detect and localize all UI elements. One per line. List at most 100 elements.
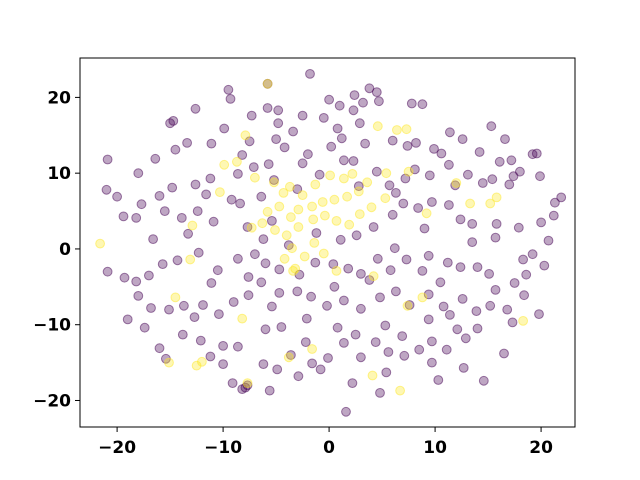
scatter-point-class-1 [286, 212, 296, 223]
scatter-point-class-1 [317, 197, 328, 207]
scatter-point-class-0 [457, 134, 468, 145]
scatter-point-class-0 [356, 303, 366, 314]
scatter-point-class-1 [518, 316, 528, 326]
scatter-point-class-1 [270, 225, 280, 235]
scatter-point-class-0 [112, 191, 122, 202]
scatter-point-class-1 [262, 78, 273, 89]
scatter-point-class-0 [494, 156, 505, 167]
scatter-point-class-0 [218, 359, 229, 370]
scatter-point-class-0 [322, 300, 332, 311]
scatter-point-class-1 [368, 271, 379, 282]
scatter-point-class-0 [159, 206, 170, 217]
scatter-point-class-0 [371, 166, 382, 177]
scatter-point-class-0 [499, 348, 509, 359]
scatter-point-class-0 [487, 174, 498, 185]
scatter-point-class-0 [339, 295, 349, 306]
scatter-point-class-0 [414, 344, 425, 355]
scatter-point-class-1 [281, 230, 292, 241]
scatter-point-class-1 [309, 238, 320, 248]
scatter-point-class-0 [399, 350, 410, 361]
scatter-point-class-1 [421, 208, 432, 219]
scatter-point-class-1 [283, 352, 294, 363]
scatter-point-class-0 [506, 155, 517, 166]
scatter-point-class-1 [402, 300, 413, 311]
x-tick-label: 20 [529, 438, 553, 458]
scatter-point-class-0 [192, 206, 203, 217]
scatter-point-class-0 [250, 249, 260, 260]
scatter-point-class-0 [424, 170, 435, 181]
scatter-point-class-0 [411, 138, 421, 148]
scatter-point-class-0 [146, 303, 156, 313]
scatter-point-class-0 [219, 123, 230, 134]
scatter-point-class-1 [293, 222, 304, 232]
scatter-point-class-0 [208, 216, 219, 227]
scatter-point-class-0 [274, 288, 285, 298]
scatter-point-class-0 [444, 200, 454, 210]
scatter-point-class-0 [486, 121, 497, 132]
scatter-point-class-0 [339, 338, 349, 348]
scatter-point-class-0 [223, 84, 234, 95]
scatter-point-class-1 [403, 166, 414, 177]
scatter-point-class-1 [246, 222, 257, 233]
scatter-point-class-0 [218, 341, 229, 351]
scatter-point-class-0 [463, 169, 473, 180]
scatter-point-class-0 [227, 378, 238, 389]
scatter-point-class-0 [509, 278, 520, 288]
scatter-point-class-0 [531, 148, 542, 159]
scatter-point-class-0 [310, 257, 321, 268]
scatter-point-class-0 [311, 228, 322, 238]
scatter-point-class-0 [474, 147, 485, 157]
scatter-point-class-0 [391, 286, 401, 297]
scatter-point-class-0 [157, 259, 168, 270]
scatter-point-class-0 [423, 314, 434, 325]
scatter-point-class-0 [436, 148, 447, 159]
scatter-point-class-0 [243, 272, 254, 282]
scatter-point-class-1 [279, 253, 290, 264]
scatter-point-class-0 [444, 159, 454, 170]
scatter-point-class-0 [413, 203, 424, 213]
scatter-point-class-0 [154, 191, 165, 201]
scatter-point-class-0 [419, 223, 430, 234]
scatter-point-class-0 [193, 247, 204, 258]
scatter-point-class-0 [206, 138, 217, 149]
scatter-point-class-1 [232, 156, 242, 167]
scatter-point-class-0 [233, 253, 243, 264]
y-tick-label: −20 [33, 391, 71, 411]
scatter-point-class-0 [122, 314, 133, 325]
y-tick-label: −10 [33, 316, 71, 336]
scatter-point-class-1 [299, 251, 310, 262]
scatter-point-class-1 [297, 190, 308, 201]
scatter-point-class-1 [185, 254, 196, 265]
scatter-point-class-1 [367, 370, 378, 381]
scatter-points [95, 69, 567, 417]
scatter-point-class-1 [353, 186, 364, 197]
axis-ticks: −20 −10 0 10 20 −20 −10 0 10 20 [33, 88, 553, 458]
scatter-point-class-0 [427, 336, 437, 347]
scatter-point-class-0 [389, 243, 400, 254]
scatter-point-class-0 [350, 329, 361, 340]
scatter-point-class-0 [334, 100, 345, 111]
scatter-point-class-0 [507, 317, 518, 328]
scatter-point-class-1 [485, 198, 496, 209]
scatter-point-class-0 [471, 306, 482, 317]
scatter-point-class-0 [182, 138, 193, 148]
scatter-point-class-1 [342, 191, 353, 202]
scatter-point-class-0 [292, 184, 303, 195]
scatter-point-class-0 [397, 331, 408, 342]
scatter-point-class-1 [339, 173, 349, 184]
scatter-point-class-0 [201, 189, 212, 200]
scatter-point-class-0 [343, 263, 354, 274]
scatter-point-class-0 [276, 322, 287, 332]
scatter-point-class-1 [465, 198, 476, 209]
scatter-point-class-0 [306, 291, 317, 302]
scatter-point-class-0 [267, 301, 277, 312]
scatter-point-class-0 [429, 144, 439, 154]
scatter-point-class-0 [491, 219, 502, 229]
scatter-point-class-0 [348, 105, 359, 116]
scatter-point-class-0 [301, 313, 312, 324]
scatter-point-class-0 [484, 269, 495, 279]
scatter-point-class-0 [101, 184, 112, 195]
scatter-point-class-0 [381, 367, 392, 378]
scatter-point-class-0 [455, 262, 466, 273]
scatter-point-class-0 [335, 234, 346, 245]
